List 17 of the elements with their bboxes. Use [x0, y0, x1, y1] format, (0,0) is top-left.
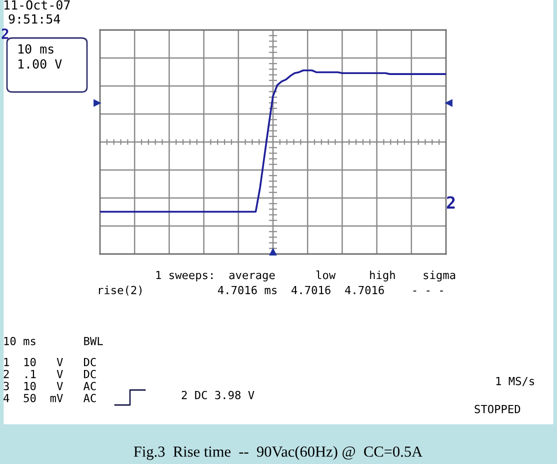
text: 2 .1 V DC	[4, 370, 96, 378]
text: 1 sweeps: average low high sigma	[156, 270, 456, 282]
caption: Fig.3 Rise time -- 90Vac(60Hz) @ CC=0.5A	[134, 446, 422, 460]
text: 1 MS/s	[496, 376, 534, 386]
text: STOPPED	[474, 404, 520, 414]
text: 2 DC 3.98 V	[182, 390, 254, 400]
text: 1.00 V	[18, 59, 62, 69]
text: 4 50 mV AC	[4, 394, 96, 402]
text: 9:51:54	[8, 14, 60, 24]
text: 2	[2, 28, 8, 39]
text: 10 ms	[18, 44, 54, 54]
text: 2	[446, 196, 455, 209]
text: 11-Oct-07	[4, 0, 70, 10]
text: 1 10 V DC	[4, 358, 96, 366]
text: 10 ms BWL	[4, 336, 103, 346]
text: 3 10 V AC	[4, 382, 96, 390]
text: rise(2) 4.7016 ms 4.7016 4.7016 - - -	[98, 286, 443, 296]
